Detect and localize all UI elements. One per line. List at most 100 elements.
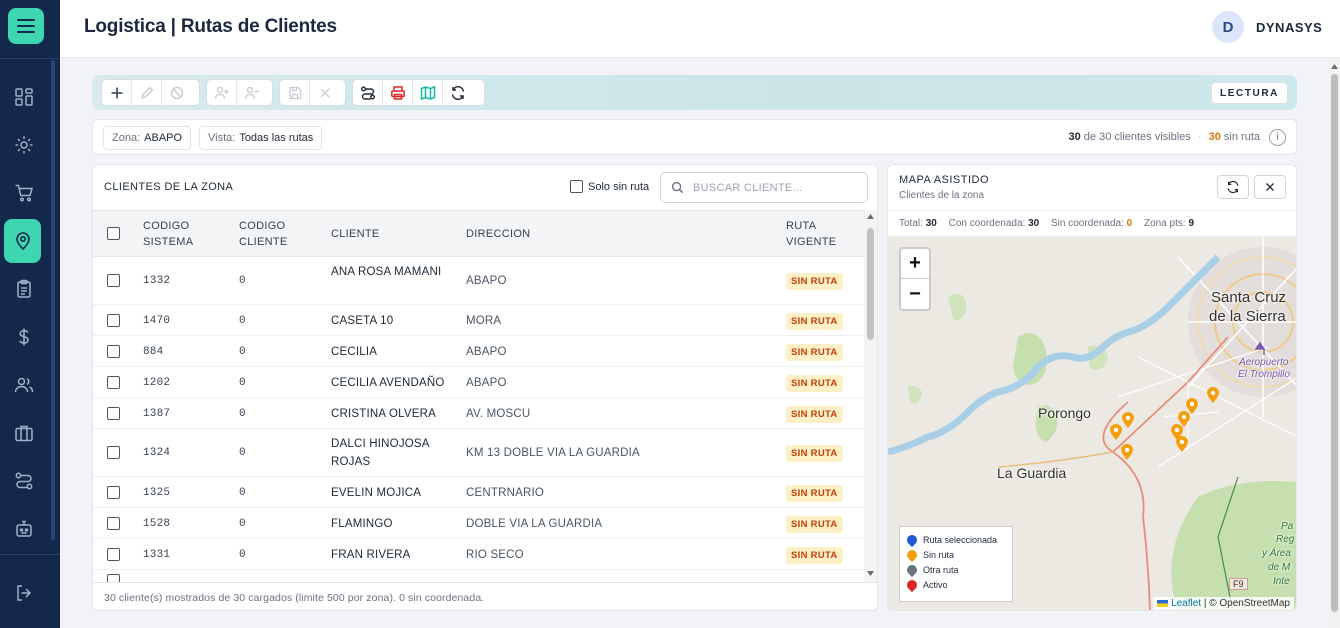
info-icon[interactable]: i [1269,129,1286,146]
map-subtitle: Clientes de la zona [899,190,985,201]
save-button[interactable] [280,80,310,105]
map-marker[interactable] [1171,424,1183,440]
map-label-park-2: Reg [1276,534,1295,545]
assign-client-button[interactable] [207,80,237,105]
cancel-button[interactable] [310,80,340,105]
route-tools-button[interactable] [353,80,383,105]
table-body: 1332 0 ANA ROSA MAMANI ABAPO SIN RUTA 1470 0 CA… [93,257,864,583]
menu-toggle-button[interactable] [8,8,44,44]
cell-codigo-sistema: 884 [143,345,164,358]
scroll-down-arrow-icon[interactable] [867,571,874,576]
client-search[interactable] [660,172,868,203]
map-marker[interactable] [1186,398,1198,414]
map-marker[interactable] [1121,444,1133,460]
table-row[interactable]: 1202 0 CECILIA AVENDAÑO ABAPO SIN RUTA [93,367,864,398]
view-filter-chip[interactable]: Vista: Todas las rutas [199,126,323,150]
row-checkbox[interactable] [107,344,120,358]
sidebar-item-users[interactable] [6,367,42,403]
sidebar-item-routes[interactable] [4,219,41,263]
col-cliente[interactable]: CLIENTE [331,228,380,240]
only-no-route-checkbox[interactable] [570,180,583,193]
logout-button[interactable] [6,575,42,611]
map-button[interactable] [413,80,443,105]
table-row[interactable]: 1324 0 DALCI HINOJOSA ROJAS KM 13 DOBLE VIA… [93,429,864,477]
col-ruta-vigente[interactable]: RUTA VIGENTE [786,220,837,248]
zoom-in-button[interactable]: + [901,249,929,279]
cell-codigo-cliente: 0 [239,376,246,389]
unassign-client-button[interactable] [237,80,267,105]
save-icon [288,86,301,99]
search-input[interactable] [693,181,863,194]
row-checkbox[interactable] [107,375,120,389]
only-no-route-toggle[interactable]: Solo sin ruta [570,180,649,193]
map-canvas[interactable]: Santa Cruz de la Sierra Aeropuerto El Tr… [888,237,1296,610]
edit-button[interactable] [132,80,162,105]
sidebar-item-settings[interactable] [6,127,42,163]
row-checkbox[interactable] [107,446,120,459]
disable-button[interactable] [162,80,192,105]
row-checkbox[interactable] [107,574,120,583]
sidebar-item-bot[interactable] [6,511,42,547]
table-row[interactable]: 1332 0 ANA ROSA MAMANI ABAPO SIN RUTA [93,257,864,305]
stat-total: 30 [925,218,937,229]
zoom-out-button[interactable]: − [909,282,921,305]
route-icon [360,86,375,100]
avatar[interactable]: D [1212,11,1244,43]
map-marker[interactable] [1207,387,1219,403]
top-header: Logistica | Rutas de Clientes D DYNASYS [60,0,1340,58]
map-marker[interactable] [1178,411,1190,427]
scroll-up-arrow-icon[interactable] [867,214,874,219]
route-status-badge: SIN RUTA [786,273,843,290]
sidebar-item-orders[interactable] [6,271,42,307]
robot-icon [16,520,32,537]
map-refresh-button[interactable] [1217,175,1249,199]
user-name[interactable]: DYNASYS [1256,20,1323,35]
cell-direccion: ABAPO [466,275,507,287]
map-label-airport-2: El Trompillo [1238,369,1291,380]
route-status-badge: SIN RUTA [786,484,843,502]
refresh-button[interactable] [443,80,473,105]
table-scrollbar[interactable] [864,210,877,582]
table-row[interactable]: 1331 0 FRAN RIVERA RIO SECO SIN RUTA [93,539,864,570]
mode-badge: LECTURA [1211,82,1288,104]
sidebar-item-business[interactable] [6,415,42,451]
cell-direccion: AV. MOSCU [466,407,531,420]
visible-text: de 30 clientes visibles [1083,131,1191,143]
row-checkbox[interactable] [107,406,120,420]
col-codigo-cliente[interactable]: CODIGO CLIENTE [239,220,288,248]
row-checkbox[interactable] [107,274,120,287]
add-button[interactable] [102,80,132,105]
row-checkbox[interactable] [107,485,120,499]
map-marker[interactable] [1122,412,1134,428]
leaflet-link[interactable]: Leaflet [1171,598,1202,609]
select-all-checkbox[interactable] [107,227,120,240]
table-row-partial[interactable] [93,570,864,583]
col-direccion[interactable]: DIRECCION [466,228,531,240]
cell-cliente: FLAMINGO [331,517,393,530]
row-checkbox[interactable] [107,313,120,327]
sidebar-divider [0,58,60,59]
zone-filter-chip[interactable]: Zona: ABAPO [103,126,192,150]
col-codigo-sistema[interactable]: CODIGO SISTEMA [143,220,194,248]
road-badge: F9 [1229,578,1248,590]
page-scrollbar[interactable] [1329,60,1340,628]
sidebar-item-cart[interactable] [6,175,42,211]
row-checkbox[interactable] [107,516,120,530]
sidebar-scrollbar[interactable] [51,60,55,540]
map-marker[interactable] [1176,436,1188,452]
map-close-button[interactable] [1254,175,1286,199]
print-button[interactable] [383,80,413,105]
table-scroll-thumb[interactable] [867,228,874,340]
sidebar-item-route-planner[interactable] [6,463,42,499]
table-row[interactable]: 1528 0 FLAMINGO DOBLE VIA LA GUARDIA SIN RUT… [93,508,864,539]
map-marker[interactable] [1110,424,1122,440]
table-row[interactable]: 1387 0 CRISTINA OLVERA AV. MOSCU SIN RUTA [93,398,864,429]
page-scroll-thumb[interactable] [1331,74,1338,612]
sidebar-item-finance[interactable] [6,319,42,355]
sidebar-item-dashboard[interactable] [6,79,42,115]
page-scroll-up-icon[interactable] [1331,64,1338,69]
table-row[interactable]: 1470 0 CASETA 10 MORA SIN RUTA [93,305,864,336]
table-row[interactable]: 884 0 CECILIA ABAPO SIN RUTA [93,336,864,367]
table-row[interactable]: 1325 0 EVELIN MOJICA CENTRNARIO SIN RUTA [93,477,864,508]
row-checkbox[interactable] [107,547,120,561]
